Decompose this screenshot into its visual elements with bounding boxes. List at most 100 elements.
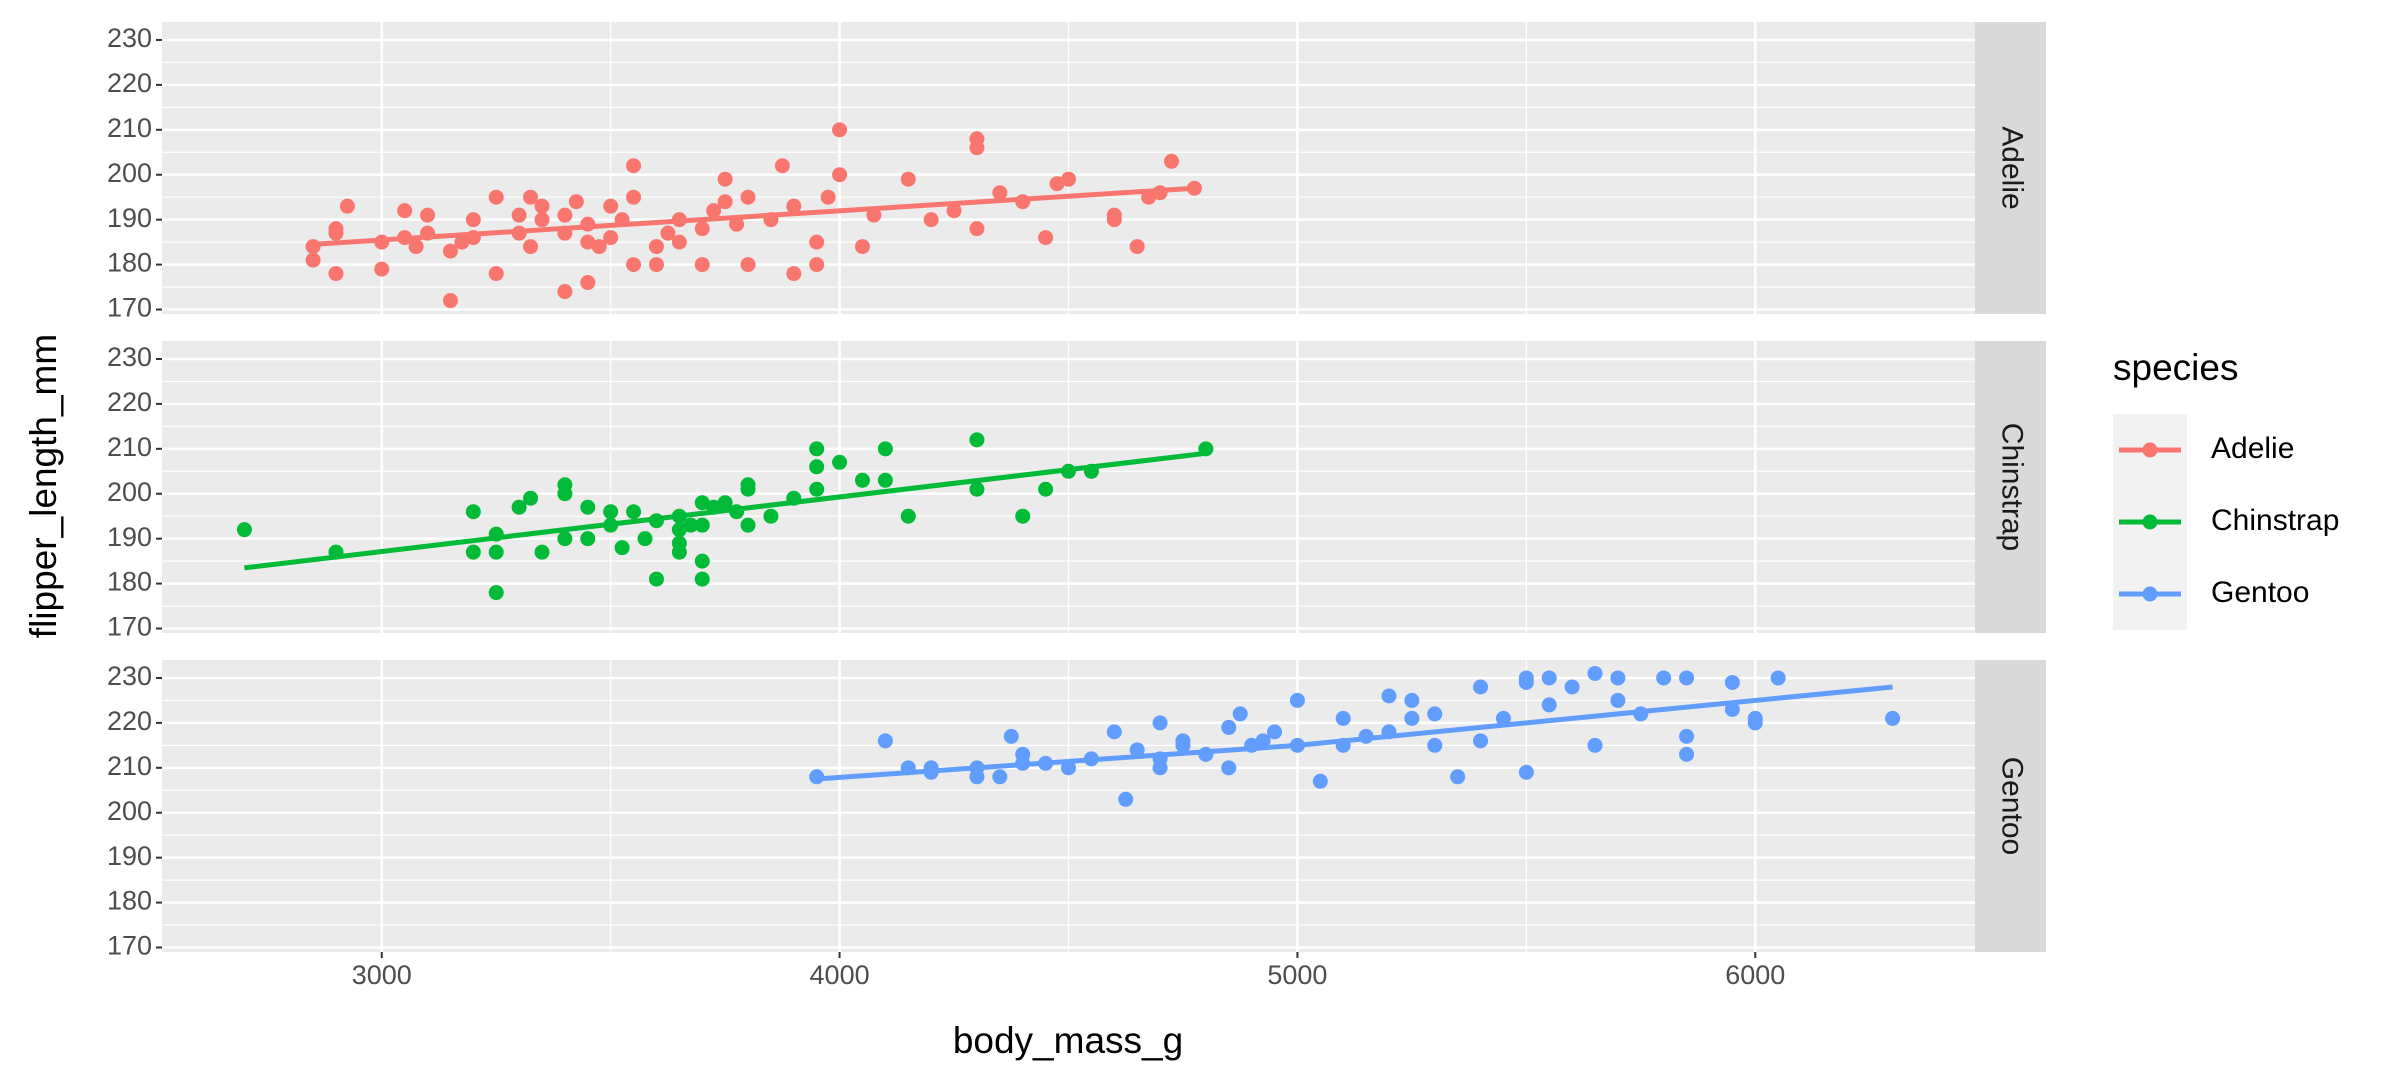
point bbox=[1175, 737, 1191, 753]
point bbox=[1267, 724, 1283, 740]
trend-line bbox=[244, 450, 1207, 571]
point bbox=[465, 212, 481, 228]
point bbox=[1106, 207, 1122, 223]
point bbox=[1427, 706, 1443, 722]
point bbox=[671, 234, 687, 250]
point bbox=[740, 257, 756, 273]
point bbox=[454, 234, 470, 250]
point bbox=[580, 275, 596, 291]
point bbox=[648, 257, 664, 273]
point bbox=[1061, 171, 1076, 187]
point bbox=[1312, 773, 1328, 789]
y-tick-label: 230 bbox=[107, 23, 152, 53]
point bbox=[1221, 719, 1237, 735]
point bbox=[1724, 701, 1740, 717]
point bbox=[694, 571, 710, 587]
point bbox=[328, 221, 344, 237]
point bbox=[900, 508, 916, 524]
point bbox=[832, 454, 848, 470]
point bbox=[671, 522, 687, 538]
point bbox=[534, 198, 550, 214]
facet-label: Gentoo bbox=[1996, 757, 2029, 855]
point bbox=[946, 203, 962, 219]
point bbox=[488, 544, 504, 560]
point bbox=[339, 198, 355, 214]
point bbox=[809, 441, 825, 457]
point bbox=[614, 540, 630, 556]
point bbox=[1049, 176, 1065, 192]
legend-title: species bbox=[2113, 347, 2238, 388]
point bbox=[1679, 670, 1695, 686]
point bbox=[1495, 710, 1511, 726]
point bbox=[626, 158, 642, 174]
point bbox=[671, 535, 687, 551]
point bbox=[877, 441, 893, 457]
y-tick-label: 190 bbox=[107, 841, 152, 871]
point bbox=[1221, 760, 1237, 776]
point bbox=[1518, 670, 1534, 686]
point bbox=[442, 293, 458, 309]
y-axis-title: flipper_length_mm bbox=[23, 334, 64, 638]
legend-label: Chinstrap bbox=[2211, 504, 2339, 537]
point bbox=[1610, 692, 1626, 708]
point bbox=[1038, 481, 1054, 497]
point bbox=[866, 207, 882, 223]
point bbox=[603, 198, 619, 214]
point bbox=[877, 733, 893, 749]
point bbox=[740, 517, 756, 533]
point bbox=[236, 522, 252, 538]
point bbox=[408, 239, 424, 255]
point bbox=[832, 167, 848, 183]
legend-point bbox=[2142, 586, 2158, 602]
point bbox=[1335, 710, 1351, 726]
x-tick-label: 3000 bbox=[352, 960, 412, 990]
y-tick-label: 220 bbox=[107, 387, 152, 417]
point bbox=[694, 553, 710, 569]
point bbox=[969, 481, 985, 497]
point bbox=[729, 216, 745, 232]
point bbox=[1404, 692, 1420, 708]
point bbox=[523, 239, 539, 255]
point bbox=[557, 207, 573, 223]
point bbox=[557, 531, 573, 547]
point bbox=[1587, 737, 1603, 753]
y-tick-label: 210 bbox=[107, 432, 152, 462]
point bbox=[1152, 760, 1168, 776]
point bbox=[774, 158, 790, 174]
point bbox=[1679, 746, 1695, 762]
point bbox=[557, 477, 573, 493]
point bbox=[717, 495, 733, 511]
point bbox=[488, 585, 504, 601]
y-tick-label: 180 bbox=[107, 248, 152, 278]
point bbox=[854, 239, 870, 255]
x-tick-label: 5000 bbox=[1267, 960, 1327, 990]
point bbox=[488, 266, 504, 282]
point bbox=[534, 544, 550, 560]
point bbox=[694, 221, 710, 237]
point bbox=[420, 207, 436, 223]
y-tick-label: 190 bbox=[107, 203, 152, 233]
point bbox=[511, 207, 527, 223]
y-tick-label: 230 bbox=[107, 661, 152, 691]
point bbox=[809, 257, 825, 273]
point bbox=[820, 189, 836, 205]
point bbox=[465, 544, 481, 560]
point bbox=[1885, 710, 1901, 726]
point bbox=[1129, 742, 1145, 758]
legend-point bbox=[2142, 442, 2158, 458]
point bbox=[648, 239, 664, 255]
point bbox=[809, 234, 825, 250]
y-tick-label: 170 bbox=[107, 293, 152, 323]
point bbox=[854, 472, 870, 488]
point bbox=[809, 459, 825, 475]
y-tick-label: 180 bbox=[107, 567, 152, 597]
point bbox=[397, 203, 413, 219]
point bbox=[1473, 679, 1489, 695]
point bbox=[523, 189, 539, 205]
point bbox=[1747, 710, 1763, 726]
point bbox=[648, 571, 664, 587]
y-tick-label: 230 bbox=[107, 342, 152, 372]
point bbox=[1564, 679, 1580, 695]
point bbox=[580, 499, 596, 515]
y-tick-label: 190 bbox=[107, 522, 152, 552]
